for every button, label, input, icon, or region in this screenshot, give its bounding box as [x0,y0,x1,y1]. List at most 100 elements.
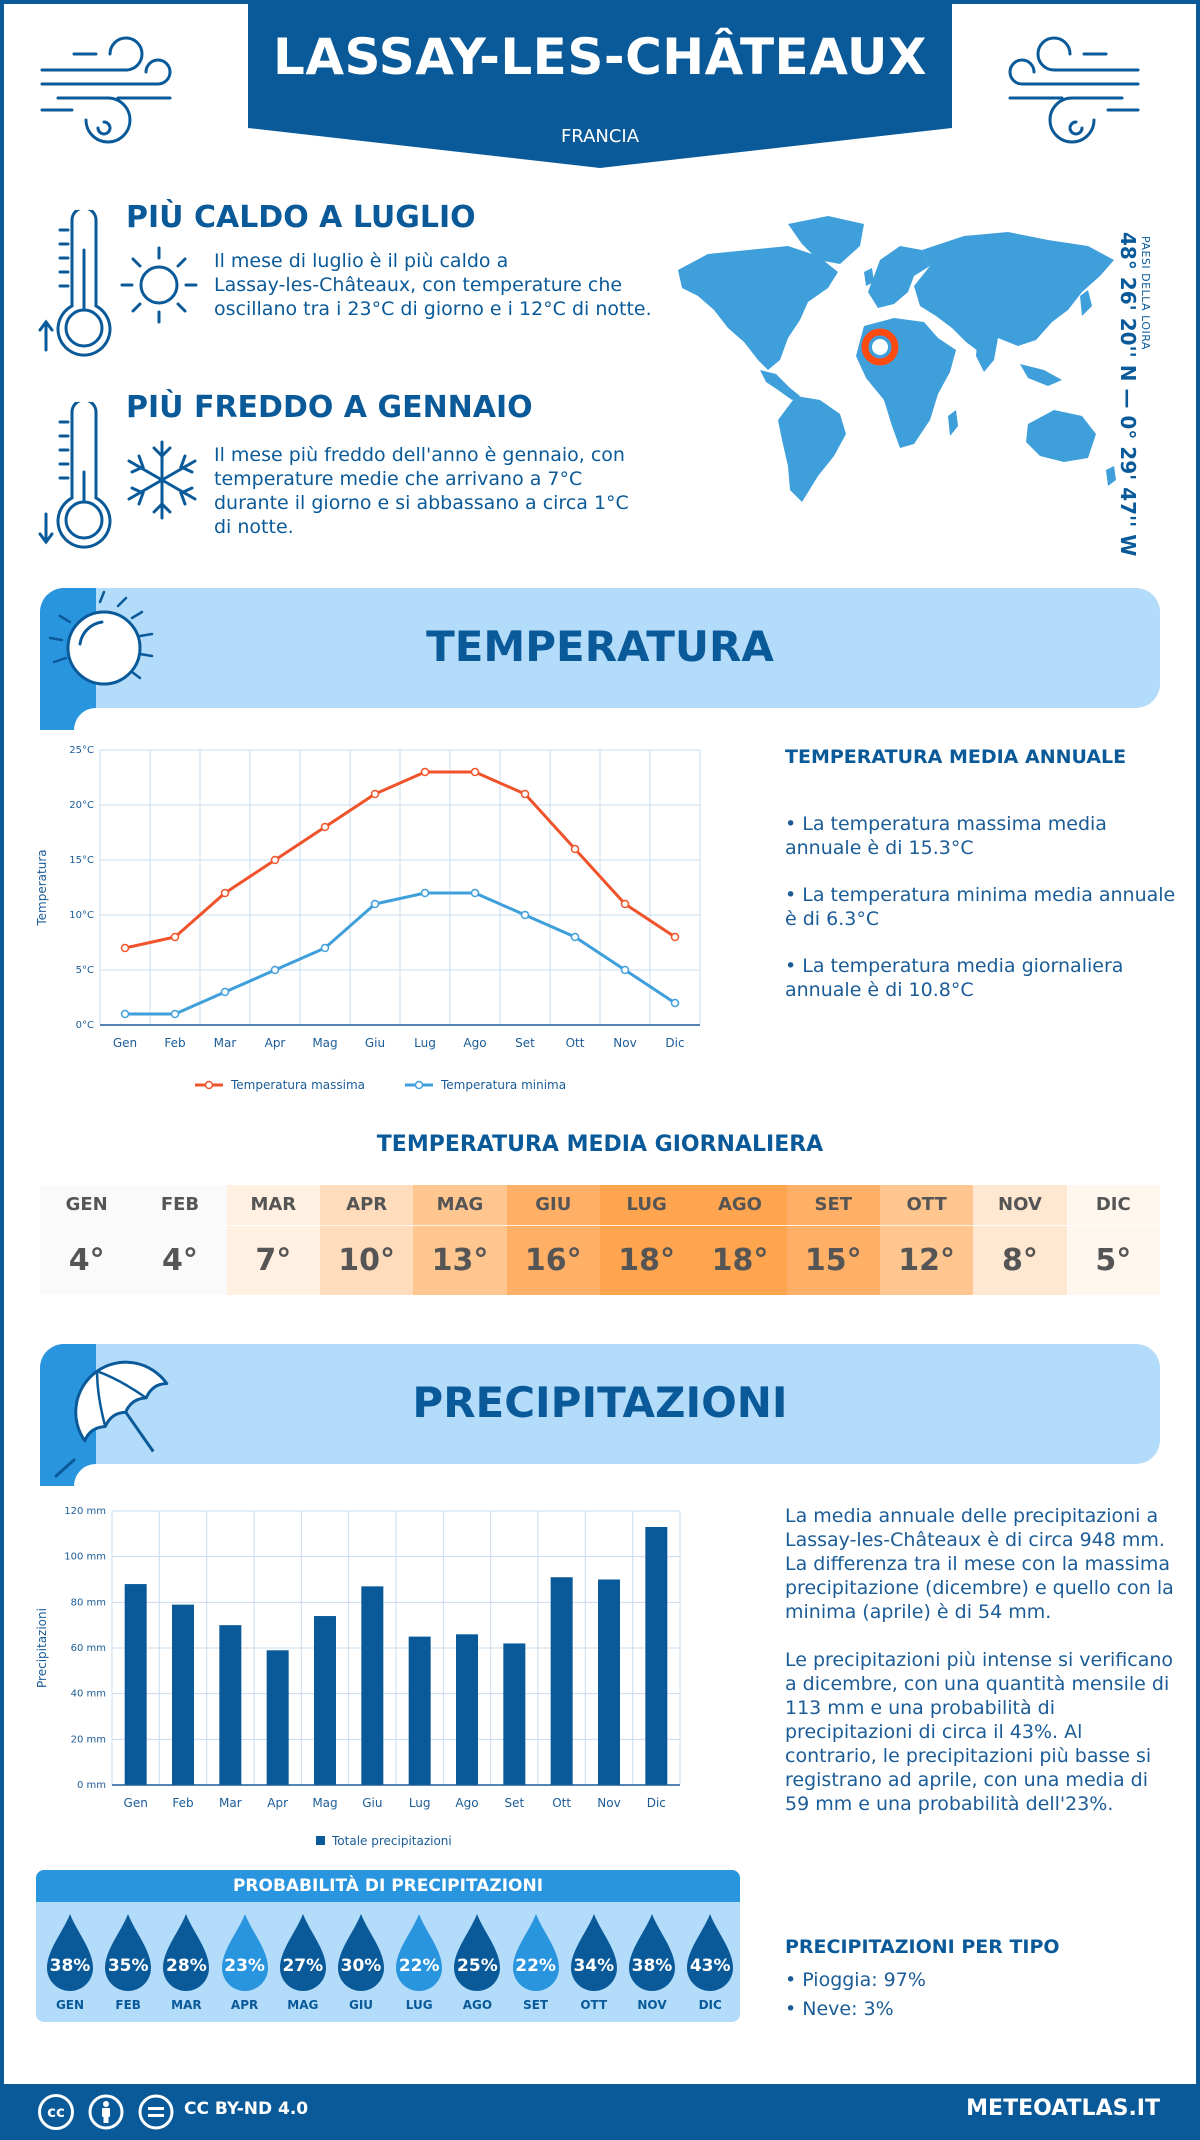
y-tick-label: 80 mm [71,1597,106,1608]
x-tick-label: Mar [214,1036,237,1050]
temperature-title: TEMPERATURA [426,622,774,671]
region-name: PAESI DELLA LOIRA [1139,236,1152,350]
precip-paragraph-2: Le precipitazioni più intense si verific… [785,1648,1173,1816]
x-tick-label: Ott [566,1036,585,1050]
text-line: di notte. [214,516,294,538]
text-line: 113 mm e una probabilità di [785,1697,1056,1719]
daily-temp-value: 5° [1066,1225,1160,1295]
text-line: Lassay-les-Châteaux è di circa 948 mm. [785,1529,1165,1551]
text-line: durante il giorno e si abbassano a circa… [214,492,629,514]
data-point [320,822,330,832]
daily-temp-value: 10° [319,1225,414,1295]
precip-bar [124,1584,147,1785]
text-line: Lassay-les-Châteaux, con temperature che [214,274,623,296]
data-point [570,932,580,942]
probability-month: LUG [405,1998,433,2012]
city-title: LASSAY-LES-CHÂTEAUX [272,28,928,86]
daily-temp-value: 4° [133,1225,227,1295]
text-line: registrano ad aprile, con una media di [785,1769,1148,1791]
daily-temp-value: 7° [226,1225,320,1295]
precip-type-title: PRECIPITAZIONI PER TIPO [785,1936,1060,1958]
probability-drop: 22% LUG [390,1910,448,2020]
y-tick-label: 60 mm [71,1643,106,1654]
text-line: precipitazioni di circa il 43%. Al [785,1721,1083,1743]
daily-temp-cell: MAR 7° [226,1185,320,1295]
text-line: Le precipitazioni più intense si verific… [785,1649,1174,1671]
precip-bar [219,1625,242,1785]
legend-marker [414,1080,424,1090]
location-marker [861,328,899,366]
data-point [320,943,330,953]
probability-value: 28% [166,1956,207,1976]
probability-drop: 43% DIC [681,1910,739,2020]
daily-temp-value: 16° [506,1225,600,1295]
text-line: temperature medie che arrivano a 7°C [214,468,583,490]
daily-temp-value: 18° [693,1225,787,1295]
daily-month-label: NOV [998,1194,1042,1215]
precip-bar [314,1616,336,1785]
probability-value: 22% [398,1956,440,1976]
daily-temp-cell: NOV 8° [973,1185,1067,1295]
snowflake-icon [127,440,197,520]
country-name: FRANCIA [560,126,640,147]
annual-temp-bullet: • La temperatura massima media annuale è… [785,812,1107,860]
precipitation-banner [40,1344,1160,1464]
text-line: contrario, le precipitazioni più basse s… [785,1745,1152,1767]
text-line: La media annuale delle precipitazioni a [785,1505,1159,1527]
daily-month-label: MAG [436,1194,484,1215]
probability-month: SET [523,1998,549,2012]
series-line [124,770,676,950]
precip-bar [408,1636,431,1785]
probability-value: 27% [282,1956,324,1976]
raindrop-icon [47,1914,93,1991]
raindrop-icon [279,1914,326,1991]
text-line: minima (aprile) è di 54 mm. [785,1601,1052,1623]
data-point [620,899,630,909]
daily-temp-table: GEN 4° FEB 4° MAR 7° APR 10° MAG 13° GIU 16° LUG 18° A… [40,1185,1160,1295]
x-tick-label: Apr [267,1796,288,1810]
y-tick-label: 40 mm [71,1689,106,1700]
raindrop-icon [338,1914,384,1991]
precip-type-item: • Neve: 3% [785,1998,894,2020]
text-line: • La temperatura media giornaliera [785,955,1124,977]
text-line: annuale è di 10.8°C [785,979,974,1001]
x-tick-label: Feb [164,1036,185,1050]
probability-drop: 25% AGO [448,1910,506,2020]
y-tick-label: 120 mm [64,1506,106,1517]
daily-month-label: SET [814,1194,853,1215]
text-line: La differenza tra il mese con la massima [785,1553,1171,1575]
probability-month: NOV [637,1998,667,2012]
data-point [470,888,480,898]
y-tick-label: 5°C [76,965,94,976]
precip-bar [645,1526,668,1785]
probability-month: GIU [348,1998,374,2012]
daily-month-label: LUG [626,1194,667,1215]
probability-drop: 38% GEN [41,1910,99,2020]
precip-bar [456,1634,478,1785]
annual-temp-title: TEMPERATURA MEDIA ANNUALE [785,746,1127,768]
probability-drop: 35% FEB [99,1910,157,2020]
probability-drop: 27% MAG [274,1910,332,2020]
x-tick-label: Ago [463,1036,486,1050]
x-tick-label: Apr [265,1036,286,1050]
y-tick-label: 100 mm [64,1552,106,1563]
daily-temp-value: 12° [879,1225,974,1295]
probability-value: 30% [340,1956,382,1976]
probability-drop: 34% OTT [565,1910,623,2020]
daily-temp-cell: SET 15° [786,1185,880,1295]
daily-temp-title: TEMPERATURA MEDIA GIORNALIERA [376,1132,824,1157]
nd-icon [138,2094,174,2130]
text-line: • La temperatura minima media annuale [785,884,1176,906]
precipitation-chart: 0 mm 20 mm 40 mm 60 mm 80 mm 100 mm 120 mm Gen F… [35,1506,681,1848]
legend-swatch [316,1836,325,1845]
daily-month-label: GEN [65,1194,108,1215]
y-axis-label: Precipitazioni [35,1608,49,1688]
x-tick-label: Ago [455,1796,478,1810]
x-tick-label: Lug [409,1796,431,1810]
x-tick-label: Set [504,1796,524,1810]
data-point [370,789,380,799]
data-point [120,1009,130,1019]
precip-type-item: • Pioggia: 97% [785,1969,926,1991]
site-link[interactable]: METEOATLAS.IT [966,2096,1160,2121]
y-tick-label: 20 mm [71,1734,106,1745]
